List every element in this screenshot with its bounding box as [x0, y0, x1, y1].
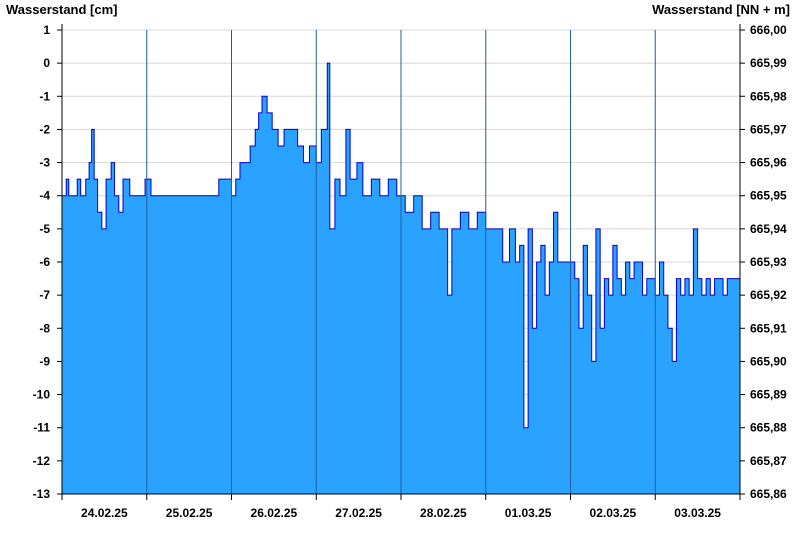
y-tick-label-right: 665,95 — [750, 189, 787, 203]
y-axis-left-title: Wasserstand [cm] — [6, 2, 118, 17]
y-tick-label-left: -2 — [39, 122, 50, 136]
x-tick-label: 02.03.25 — [590, 506, 637, 520]
y-tick-label-right: 665,92 — [750, 288, 787, 302]
y-tick-label-left: -10 — [33, 388, 51, 402]
y-tick-label-right: 665,93 — [750, 255, 787, 269]
x-tick-label: 26.02.25 — [251, 506, 298, 520]
y-tick-label-right: 665,97 — [750, 122, 787, 136]
y-tick-label-left: -12 — [33, 454, 51, 468]
y-tick-label-left: -1 — [39, 89, 50, 103]
y-tick-label-left: -4 — [39, 189, 50, 203]
y-tick-label-right: 665,90 — [750, 354, 787, 368]
x-tick-label: 03.03.25 — [674, 506, 721, 520]
y-tick-label-right: 665,99 — [750, 56, 787, 70]
y-tick-label-left: -5 — [39, 222, 50, 236]
x-tick-label: 01.03.25 — [505, 506, 552, 520]
y-tick-label-left: 0 — [43, 56, 50, 70]
y-tick-label-right: 665,87 — [750, 454, 787, 468]
y-tick-label-right: 665,94 — [750, 222, 787, 236]
y-tick-label-right: 665,91 — [750, 321, 787, 335]
y-tick-label-right: 665,89 — [750, 388, 787, 402]
y-tick-label-right: 665,96 — [750, 156, 787, 170]
y-tick-label-left: -9 — [39, 354, 50, 368]
y-tick-label-left: -11 — [33, 421, 50, 435]
y-axis-right-title: Wasserstand [NN + m] — [652, 2, 790, 17]
x-tick-label: 28.02.25 — [420, 506, 467, 520]
x-tick-label: 27.02.25 — [335, 506, 382, 520]
y-tick-label-left: 1 — [43, 23, 50, 37]
y-tick-label-right: 665,98 — [750, 89, 787, 103]
y-tick-label-left: -13 — [33, 487, 51, 501]
y-tick-label-left: -7 — [39, 288, 50, 302]
x-tick-label: 25.02.25 — [166, 506, 213, 520]
y-tick-label-left: -8 — [39, 321, 50, 335]
y-tick-label-right: 666,00 — [750, 23, 787, 37]
x-tick-label: 24.02.25 — [81, 506, 128, 520]
y-tick-label-right: 665,88 — [750, 421, 787, 435]
series-line — [62, 62, 740, 429]
y-tick-label-left: -3 — [39, 156, 50, 170]
y-tick-label-left: -6 — [39, 255, 50, 269]
y-tick-label-right: 665,86 — [750, 487, 787, 501]
